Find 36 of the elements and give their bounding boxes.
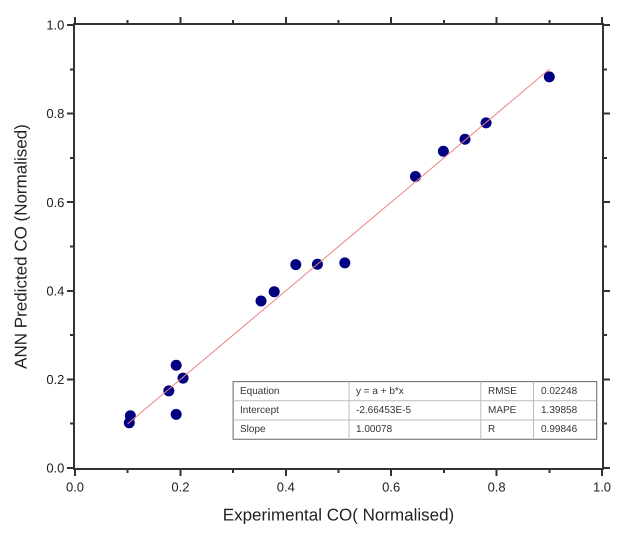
point [170, 360, 182, 371]
annotation: Equation [240, 386, 280, 397]
annotation: Slope [240, 424, 266, 435]
point [544, 71, 555, 82]
annotation: -2.66453E-5 [356, 405, 412, 416]
y-tick-label: 0.4 [46, 283, 64, 298]
x-tick-label: 1.0 [592, 480, 612, 495]
annotation: y = a + b*x [356, 386, 404, 397]
x-tick-label: 0.6 [382, 480, 400, 495]
y-axis-title: ANN Predicted CO (Normalised) [11, 124, 30, 369]
point [410, 171, 421, 182]
y-tick-label: 0.8 [46, 106, 64, 122]
point [170, 408, 182, 420]
point [339, 257, 350, 268]
x-tick-label: 0.0 [66, 480, 84, 495]
annotation: Intercept [240, 405, 280, 416]
point [268, 286, 280, 298]
annotation: MAPE [488, 405, 517, 416]
annotation: R [488, 424, 496, 435]
x-axis-title: Experimental CO( Normalised) [222, 506, 454, 524]
point [124, 410, 136, 422]
x-tick-label: 0.4 [276, 480, 295, 495]
annotation: 1.00078 [356, 424, 393, 435]
y-tick-label: 0.2 [46, 372, 64, 387]
y-tick-label: 0.0 [46, 460, 64, 476]
y-tick-label: 0.6 [46, 194, 64, 210]
annotation: 1.39858 [541, 405, 578, 416]
y-tick-label: 1.0 [46, 18, 64, 33]
annotation: 0.99846 [541, 424, 578, 435]
x-tick-label: 0.8 [488, 480, 506, 495]
point [290, 259, 302, 270]
annotation: 0.02248 [541, 386, 578, 397]
point [256, 295, 267, 306]
point [438, 146, 449, 157]
annotation: RMSE [488, 386, 518, 397]
x-tick-label: 0.2 [171, 480, 190, 495]
